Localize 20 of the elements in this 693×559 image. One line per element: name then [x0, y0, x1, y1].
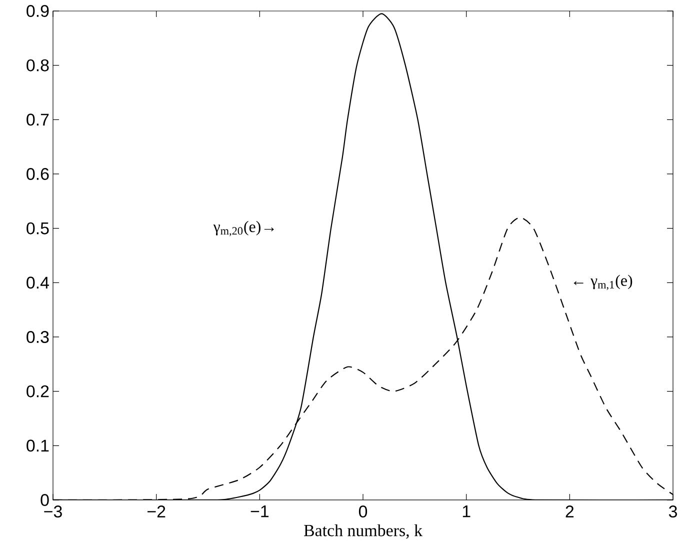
- x-tick-label: 1: [462, 506, 470, 518]
- x-tick-label: −2: [148, 506, 166, 518]
- x-tick-label: 0: [358, 506, 368, 518]
- y-tick-label: 0.2: [26, 385, 49, 398]
- x-tick-label: 2: [566, 506, 574, 518]
- x-axis-title: Batch numbers, k: [304, 524, 423, 539]
- y-tick-label: 0.8: [26, 59, 49, 72]
- x-tick-label: −3: [44, 506, 62, 518]
- y-tick-label: 0.9: [26, 4, 49, 17]
- y-tick-label: 0.6: [26, 168, 49, 180]
- annotation: γ$_{m,20}$(e)→: [213, 220, 274, 236]
- x-tick-label: −1: [250, 506, 269, 518]
- y-tick-label: 0.5: [26, 222, 49, 234]
- annotation: ← γ$_{m,1}$(e): [574, 274, 632, 290]
- y-tick-label: 0.7: [26, 114, 49, 126]
- y-tick-label: 0.3: [26, 330, 49, 343]
- y-tick-label: 0: [40, 494, 49, 506]
- x-tick-label: 3: [668, 506, 677, 518]
- y-tick-label: 0.4: [26, 276, 49, 289]
- y-tick-label: 0.1: [26, 440, 49, 452]
